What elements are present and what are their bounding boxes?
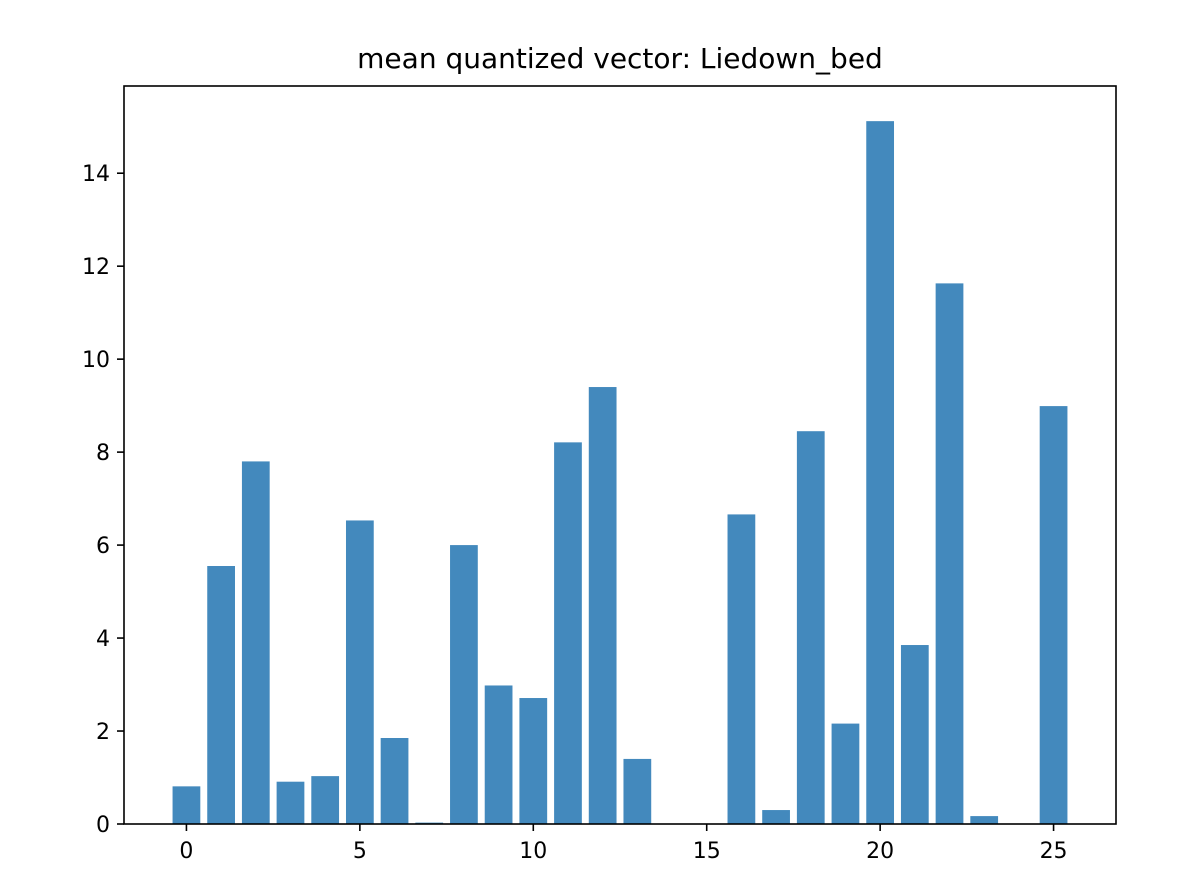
x-tick-label: 20 [866,839,894,864]
plot-frame [123,85,1117,825]
bar-11 [554,442,582,824]
bar-3 [276,781,305,824]
bar-4 [311,776,340,824]
y-tick-label: 10 [82,348,110,373]
x-axis-ticks: 0 5 10 15 20 25 [179,824,1068,864]
bar-21 [900,645,929,824]
x-tick-label: 25 [1040,839,1068,864]
y-tick-label: 4 [96,627,110,652]
bar-5 [345,520,374,824]
y-tick-label: 8 [96,441,110,466]
bars-group [172,121,1068,824]
x-tick-label: 15 [693,839,721,864]
y-tick-label: 14 [82,162,110,187]
bar-25 [1039,406,1068,824]
y-tick-label: 6 [96,534,110,559]
bar-1 [207,566,235,824]
x-tick-label: 5 [353,839,367,864]
y-axis-ticks: 0 2 4 6 8 10 12 14 [82,162,124,838]
bar-8 [450,545,478,824]
bar-13 [623,758,652,824]
bar-22 [935,283,964,824]
bar-16 [727,514,756,824]
bar-12 [588,387,617,824]
x-tick-label: 0 [179,839,193,864]
y-tick-label: 0 [96,813,110,838]
y-tick-label: 2 [96,720,110,745]
bar-17 [762,810,790,824]
bar-23 [970,816,999,824]
bar-20 [866,121,895,824]
bar-0 [172,786,201,824]
bar-6 [380,738,409,824]
bar-2 [241,461,270,824]
bar-10 [519,698,548,824]
bar-9 [484,685,513,824]
bar-19 [831,723,860,824]
chart-title: mean quantized vector: Liedown_bed [357,42,883,75]
x-tick-label: 10 [519,839,547,864]
bar-18 [796,431,825,824]
y-tick-label: 12 [82,255,110,280]
